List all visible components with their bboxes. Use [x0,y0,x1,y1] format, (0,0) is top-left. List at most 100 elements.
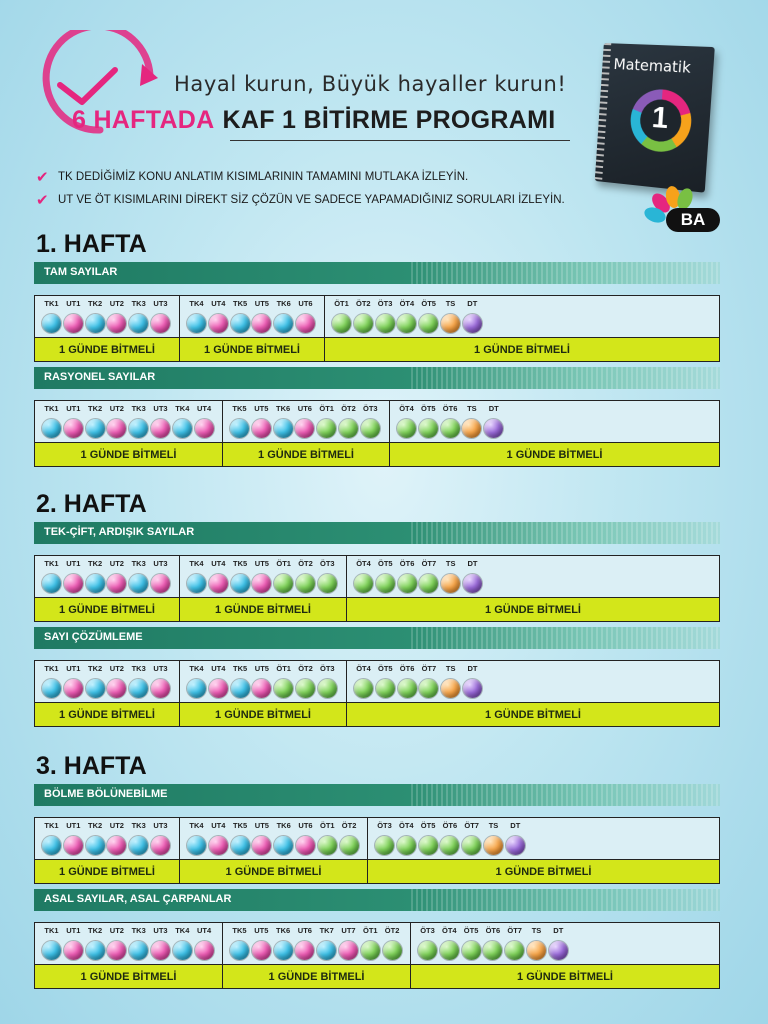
lesson-checkbox[interactable] [252,679,271,698]
lesson-checkbox[interactable] [231,836,250,855]
lesson-checkbox[interactable] [173,941,192,960]
lesson-checkbox[interactable] [107,941,126,960]
lesson-checkbox[interactable] [42,419,61,438]
lesson-checkbox[interactable] [173,419,192,438]
lesson-checkbox[interactable] [86,419,105,438]
lesson-checkbox[interactable] [42,314,61,333]
lesson-checkbox[interactable] [398,574,417,593]
lesson-checkbox[interactable] [398,679,417,698]
lesson-checkbox[interactable] [274,419,293,438]
lesson-checkbox[interactable] [397,314,416,333]
lesson-checkbox[interactable] [107,314,126,333]
lesson-checkbox[interactable] [375,836,394,855]
lesson-checkbox[interactable] [463,574,482,593]
lesson-checkbox[interactable] [151,314,170,333]
lesson-checkbox[interactable] [274,679,293,698]
lesson-checkbox[interactable] [376,679,395,698]
lesson-checkbox[interactable] [318,836,337,855]
lesson-checkbox[interactable] [42,679,61,698]
lesson-checkbox[interactable] [86,679,105,698]
lesson-checkbox[interactable] [231,314,250,333]
lesson-checkbox[interactable] [440,836,459,855]
lesson-checkbox[interactable] [209,679,228,698]
lesson-checkbox[interactable] [484,836,503,855]
lesson-checkbox[interactable] [86,836,105,855]
lesson-checkbox[interactable] [441,679,460,698]
lesson-checkbox[interactable] [376,314,395,333]
lesson-checkbox[interactable] [419,679,438,698]
lesson-checkbox[interactable] [252,941,271,960]
lesson-checkbox[interactable] [383,941,402,960]
lesson-checkbox[interactable] [296,574,315,593]
lesson-checkbox[interactable] [129,574,148,593]
lesson-checkbox[interactable] [296,836,315,855]
lesson-checkbox[interactable] [107,419,126,438]
lesson-checkbox[interactable] [86,574,105,593]
lesson-checkbox[interactable] [230,419,249,438]
lesson-checkbox[interactable] [42,836,61,855]
lesson-checkbox[interactable] [230,941,249,960]
lesson-checkbox[interactable] [129,419,148,438]
lesson-checkbox[interactable] [340,836,359,855]
lesson-checkbox[interactable] [187,679,206,698]
lesson-checkbox[interactable] [252,836,271,855]
lesson-checkbox[interactable] [42,574,61,593]
lesson-checkbox[interactable] [252,419,271,438]
lesson-checkbox[interactable] [339,419,358,438]
lesson-checkbox[interactable] [505,941,524,960]
lesson-checkbox[interactable] [483,941,502,960]
lesson-checkbox[interactable] [354,574,373,593]
lesson-checkbox[interactable] [549,941,568,960]
lesson-checkbox[interactable] [64,314,83,333]
lesson-checkbox[interactable] [86,941,105,960]
lesson-checkbox[interactable] [361,941,380,960]
lesson-checkbox[interactable] [296,314,315,333]
lesson-checkbox[interactable] [317,941,336,960]
lesson-checkbox[interactable] [64,419,83,438]
lesson-checkbox[interactable] [506,836,525,855]
lesson-checkbox[interactable] [441,574,460,593]
lesson-checkbox[interactable] [209,314,228,333]
lesson-checkbox[interactable] [151,836,170,855]
lesson-checkbox[interactable] [64,574,83,593]
lesson-checkbox[interactable] [64,941,83,960]
lesson-checkbox[interactable] [231,574,250,593]
lesson-checkbox[interactable] [187,314,206,333]
lesson-checkbox[interactable] [440,941,459,960]
lesson-checkbox[interactable] [42,941,61,960]
lesson-checkbox[interactable] [151,574,170,593]
lesson-checkbox[interactable] [463,679,482,698]
lesson-checkbox[interactable] [462,941,481,960]
lesson-checkbox[interactable] [376,574,395,593]
lesson-checkbox[interactable] [441,314,460,333]
lesson-checkbox[interactable] [354,679,373,698]
lesson-checkbox[interactable] [195,419,214,438]
lesson-checkbox[interactable] [318,574,337,593]
lesson-checkbox[interactable] [462,836,481,855]
lesson-checkbox[interactable] [129,941,148,960]
lesson-checkbox[interactable] [296,679,315,698]
lesson-checkbox[interactable] [274,941,293,960]
lesson-checkbox[interactable] [527,941,546,960]
lesson-checkbox[interactable] [252,314,271,333]
lesson-checkbox[interactable] [318,679,337,698]
lesson-checkbox[interactable] [107,679,126,698]
lesson-checkbox[interactable] [462,419,481,438]
lesson-checkbox[interactable] [361,419,380,438]
lesson-checkbox[interactable] [419,314,438,333]
lesson-checkbox[interactable] [187,574,206,593]
lesson-checkbox[interactable] [129,679,148,698]
lesson-checkbox[interactable] [209,574,228,593]
lesson-checkbox[interactable] [397,836,416,855]
lesson-checkbox[interactable] [151,941,170,960]
lesson-checkbox[interactable] [419,836,438,855]
lesson-checkbox[interactable] [187,836,206,855]
lesson-checkbox[interactable] [441,419,460,438]
lesson-checkbox[interactable] [252,574,271,593]
lesson-checkbox[interactable] [64,836,83,855]
lesson-checkbox[interactable] [418,941,437,960]
lesson-checkbox[interactable] [295,419,314,438]
lesson-checkbox[interactable] [397,419,416,438]
lesson-checkbox[interactable] [419,574,438,593]
lesson-checkbox[interactable] [295,941,314,960]
